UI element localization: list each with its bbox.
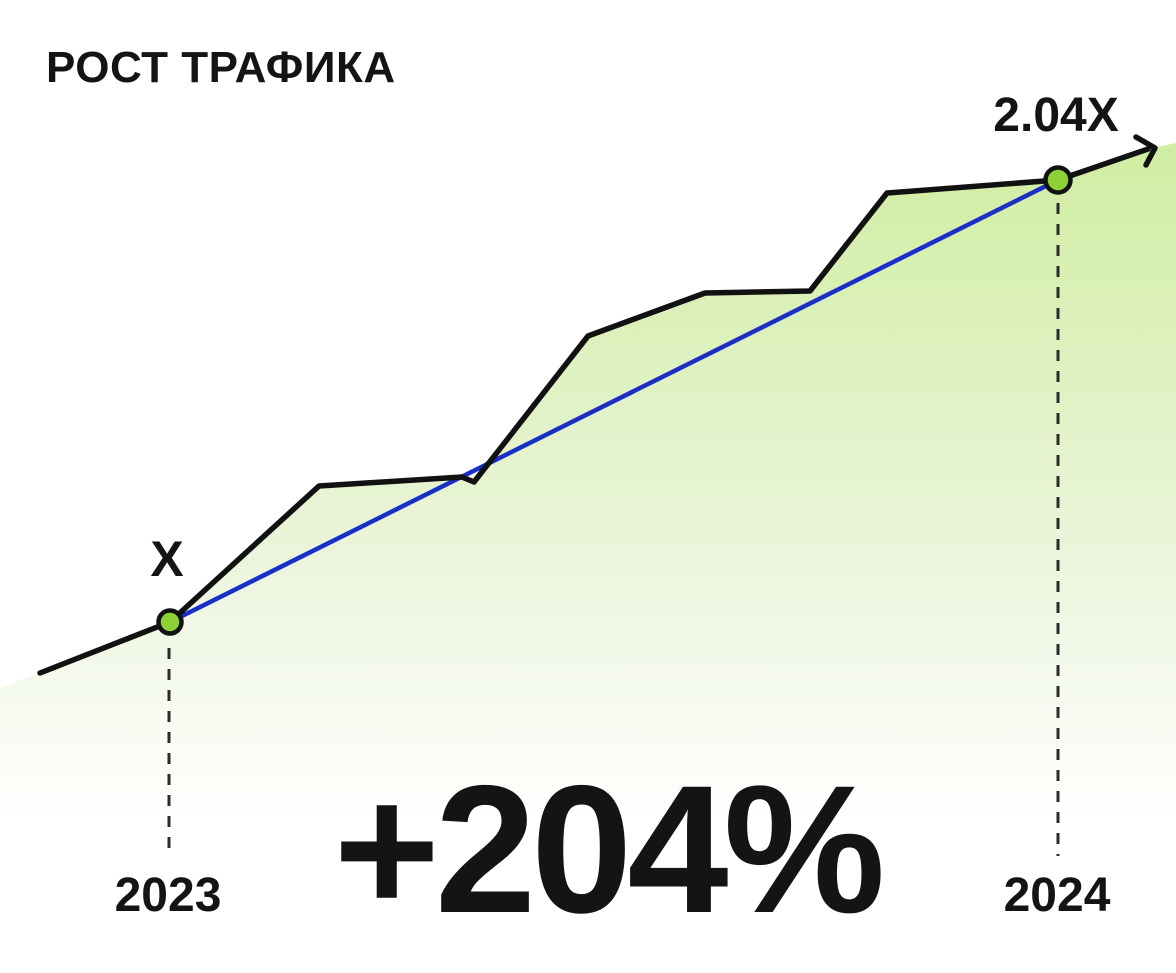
area-fill	[0, 143, 1176, 973]
marker-dot-2024	[1043, 165, 1073, 195]
trend-line	[168, 177, 1060, 625]
growth-percent-label: +204%	[333, 747, 886, 951]
marker-dot-2023	[156, 608, 184, 636]
arrow-head-icon	[1133, 134, 1158, 168]
start-marker-label: X	[150, 531, 184, 587]
axis-label-2024: 2024	[1003, 869, 1111, 922]
axis-label-2023: 2023	[114, 869, 222, 922]
traffic-line	[37, 146, 1151, 676]
end-marker-label: 2.04X	[993, 89, 1119, 142]
page-title: РОСТ ТРАФИКА	[46, 43, 396, 92]
